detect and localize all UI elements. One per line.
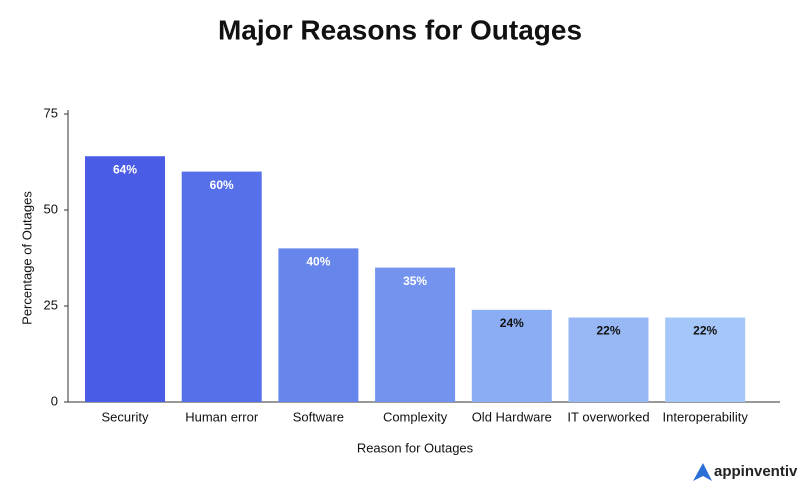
x-tick-label: Interoperability [663,409,749,424]
bar [278,248,359,402]
y-tick-label: 50 [44,201,58,216]
x-tick-label: IT overworked [567,409,649,424]
x-tick-label: Old Hardware [472,409,552,424]
x-tick-label: Software [293,409,344,424]
value-label: 35% [403,274,427,288]
logo-text: appinventiv [714,463,798,480]
bar [471,309,552,402]
value-label: 24% [500,316,524,330]
x-tick-label: Human error [185,409,259,424]
bar [568,317,649,402]
bar [375,267,456,402]
bar [665,317,746,402]
y-tick-label: 25 [44,297,58,312]
value-label: 64% [113,162,137,176]
y-tick-label: 75 [44,105,58,120]
value-label: 60% [210,178,234,192]
x-tick-label: Security [102,409,149,424]
y-tick-label: 0 [51,393,58,408]
chart-title: Major Reasons for Outages [218,14,582,45]
logo: appinventiv [693,463,798,481]
x-tick-label: Complexity [383,409,448,424]
logo-icon [693,463,712,481]
bar [85,156,165,402]
x-axis-label: Reason for Outages [357,440,474,455]
value-label: 22% [596,324,620,338]
bar [181,171,262,402]
value-label: 40% [306,255,330,269]
y-axis-label: Percentage of Outages [19,191,34,325]
value-label: 22% [693,324,717,338]
